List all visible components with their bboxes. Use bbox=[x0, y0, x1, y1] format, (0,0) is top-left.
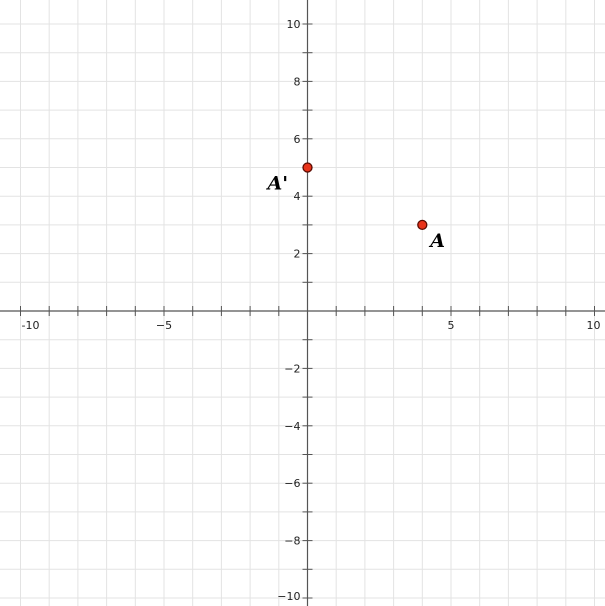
x-tick-label: -10 bbox=[22, 319, 40, 332]
points: A A' bbox=[266, 162, 445, 252]
y-tick-label: −4 bbox=[284, 420, 300, 433]
y-tick-label: 2 bbox=[294, 248, 301, 261]
x-tick-label: 5 bbox=[448, 319, 455, 332]
y-tick-label: −2 bbox=[284, 362, 300, 375]
y-tick-label: 6 bbox=[294, 133, 301, 146]
point-marker bbox=[302, 162, 313, 173]
y-tick-label: 8 bbox=[294, 75, 301, 88]
point-label: A bbox=[428, 230, 445, 252]
y-tick-label: −8 bbox=[284, 535, 300, 548]
x-tick-label: 10 bbox=[587, 319, 601, 332]
point-marker bbox=[417, 219, 428, 231]
y-tick-label: −6 bbox=[284, 477, 300, 490]
y-tick-label: 10 bbox=[287, 18, 301, 31]
y-tick-label: −10 bbox=[277, 590, 300, 603]
axis-ticks bbox=[20, 23, 595, 599]
y-tick-label: 4 bbox=[294, 190, 301, 203]
x-tick-label: −5 bbox=[156, 319, 172, 332]
point-label: A' bbox=[266, 173, 289, 195]
tick-labels: -10 −5 5 10 10 8 6 4 2 −2 −4 −6 −8 −10 bbox=[22, 18, 601, 603]
